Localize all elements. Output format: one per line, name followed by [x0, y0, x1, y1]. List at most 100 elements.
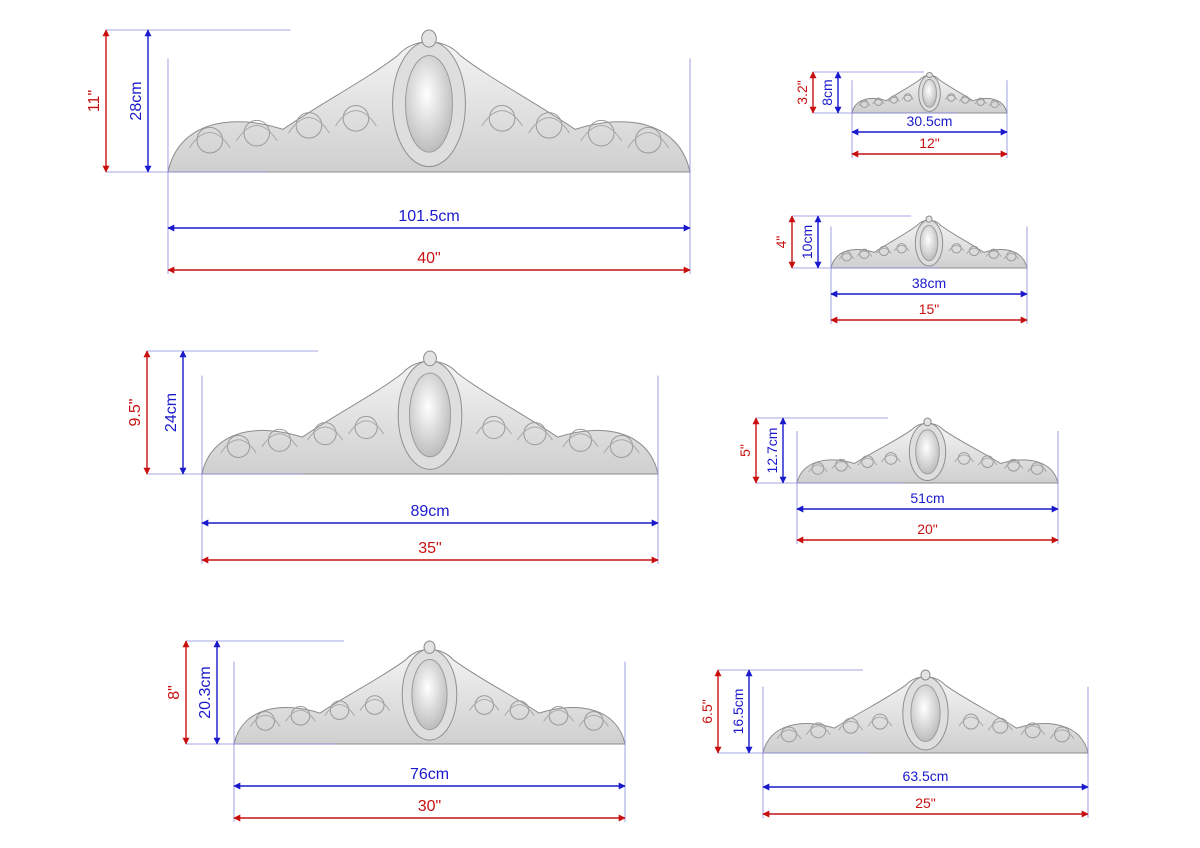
acanthus-leaf — [876, 247, 892, 255]
top-finial — [923, 417, 932, 427]
acanthus-leaf — [285, 709, 316, 722]
scroll-curl — [267, 428, 292, 452]
scroll-curl — [226, 434, 251, 459]
scroll-curl — [509, 700, 530, 720]
height-cm-label: 8cm — [819, 79, 835, 105]
acanthus-leaf — [481, 110, 523, 127]
scroll-curl — [548, 706, 569, 726]
acanthus-leaf — [516, 426, 554, 441]
width-cm-label: 89cm — [410, 503, 449, 520]
acanthus-leaf — [974, 99, 987, 105]
scroll-curl — [835, 458, 848, 472]
scroll-curl — [535, 112, 563, 139]
acanthus-leaf — [948, 245, 965, 252]
acanthus-leaf — [838, 253, 855, 260]
width-in-label: 40" — [417, 250, 440, 267]
acanthus-leaf — [887, 96, 901, 103]
width-cm-label: 63.5cm — [903, 768, 949, 784]
acanthus-leaf — [335, 110, 377, 127]
scroll-curl — [364, 695, 385, 715]
height-in-label: 6.5" — [699, 699, 715, 723]
acanthus-leaf — [776, 729, 802, 740]
top-finial — [421, 29, 437, 48]
scroll-curl — [313, 422, 337, 446]
scroll-curl — [329, 700, 350, 720]
acanthus-leaf — [468, 699, 500, 711]
width-cm-label: 76cm — [410, 766, 449, 783]
acanthus-leaf — [901, 94, 915, 101]
acanthus-leaf — [893, 245, 910, 252]
height-in-label: 5" — [737, 444, 753, 457]
scroll-curl — [523, 422, 547, 446]
scroll-curl — [810, 722, 827, 739]
oval-medallion — [411, 659, 448, 731]
acanthus-leaf — [235, 125, 278, 142]
height-cm-label: 16.5cm — [730, 689, 746, 735]
acanthus-leaf — [578, 714, 609, 727]
scroll-curl — [957, 452, 971, 465]
oval-medallion — [405, 55, 453, 153]
oval-medallion — [919, 224, 939, 262]
acanthus-leaf — [805, 725, 831, 736]
width-cm-label: 51cm — [910, 490, 944, 506]
acanthus-leaf — [306, 426, 344, 441]
scroll-curl — [583, 711, 604, 731]
oval-medallion — [910, 684, 941, 742]
scroll-curl — [884, 452, 898, 465]
top-finial — [423, 640, 436, 654]
ornament-item: 20.3cm 8" 76cm 30" — [166, 640, 626, 822]
acanthus-leaf — [504, 704, 535, 717]
scroll-curl — [342, 105, 370, 132]
acanthus-leaf — [1003, 253, 1020, 260]
scroll-curl — [243, 119, 271, 147]
acanthus-leaf — [1003, 461, 1024, 470]
acanthus-leaf — [528, 117, 570, 134]
scroll-curl — [781, 726, 797, 743]
oval-medallion — [408, 372, 452, 458]
width-in-label: 12" — [919, 135, 940, 151]
acanthus-leaf — [627, 132, 670, 149]
scroll-curl — [1054, 726, 1070, 743]
acanthus-leaf — [838, 720, 864, 731]
ornament-item: 28cm 11" 101.5cm 40" — [86, 29, 691, 274]
acanthus-leaf — [944, 94, 958, 101]
scroll-curl — [872, 713, 888, 730]
ornament-item: 10cm 4" 38cm 15" — [773, 215, 1028, 324]
height-cm-label: 20.3cm — [197, 666, 214, 718]
height-in-label: 4" — [773, 236, 789, 249]
width-in-label: 20" — [917, 521, 938, 537]
oval-medallion — [922, 78, 937, 108]
acanthus-leaf — [220, 439, 257, 454]
acanthus-leaf — [858, 101, 871, 107]
height-cm-label: 28cm — [128, 81, 145, 120]
acanthus-leaf — [261, 433, 298, 448]
height-cm-label: 12.7cm — [764, 428, 780, 474]
scroll-curl — [587, 119, 615, 147]
acanthus-leaf — [475, 420, 512, 435]
acanthus-leaf — [288, 117, 330, 134]
scroll-curl — [568, 428, 593, 452]
scroll-curl — [981, 455, 994, 468]
acanthus-leaf — [985, 250, 1002, 257]
ornament-item: 16.5cm 6.5" 63.5cm 25" — [699, 669, 1089, 818]
scroll-curl — [1024, 722, 1041, 739]
acanthus-leaf — [988, 101, 1001, 107]
acanthus-leaf — [881, 454, 901, 463]
acanthus-leaf — [958, 96, 972, 103]
acanthus-leaf — [987, 720, 1013, 731]
scroll-curl — [474, 695, 495, 715]
height-cm-label: 24cm — [163, 393, 180, 432]
acanthus-leaf — [1027, 464, 1047, 473]
scroll-curl — [811, 462, 825, 475]
acanthus-leaf — [1049, 729, 1075, 740]
scroll-curl — [609, 434, 634, 459]
acanthus-leaf — [543, 709, 574, 722]
width-in-label: 35" — [418, 540, 441, 557]
top-finial — [920, 669, 931, 681]
top-finial — [926, 72, 933, 78]
acanthus-leaf — [603, 439, 640, 454]
acanthus-leaf — [324, 704, 355, 717]
acanthus-leaf — [250, 714, 281, 727]
ornament-item: 12.7cm 5" 51cm 20" — [737, 417, 1059, 544]
scroll-curl — [634, 126, 662, 154]
